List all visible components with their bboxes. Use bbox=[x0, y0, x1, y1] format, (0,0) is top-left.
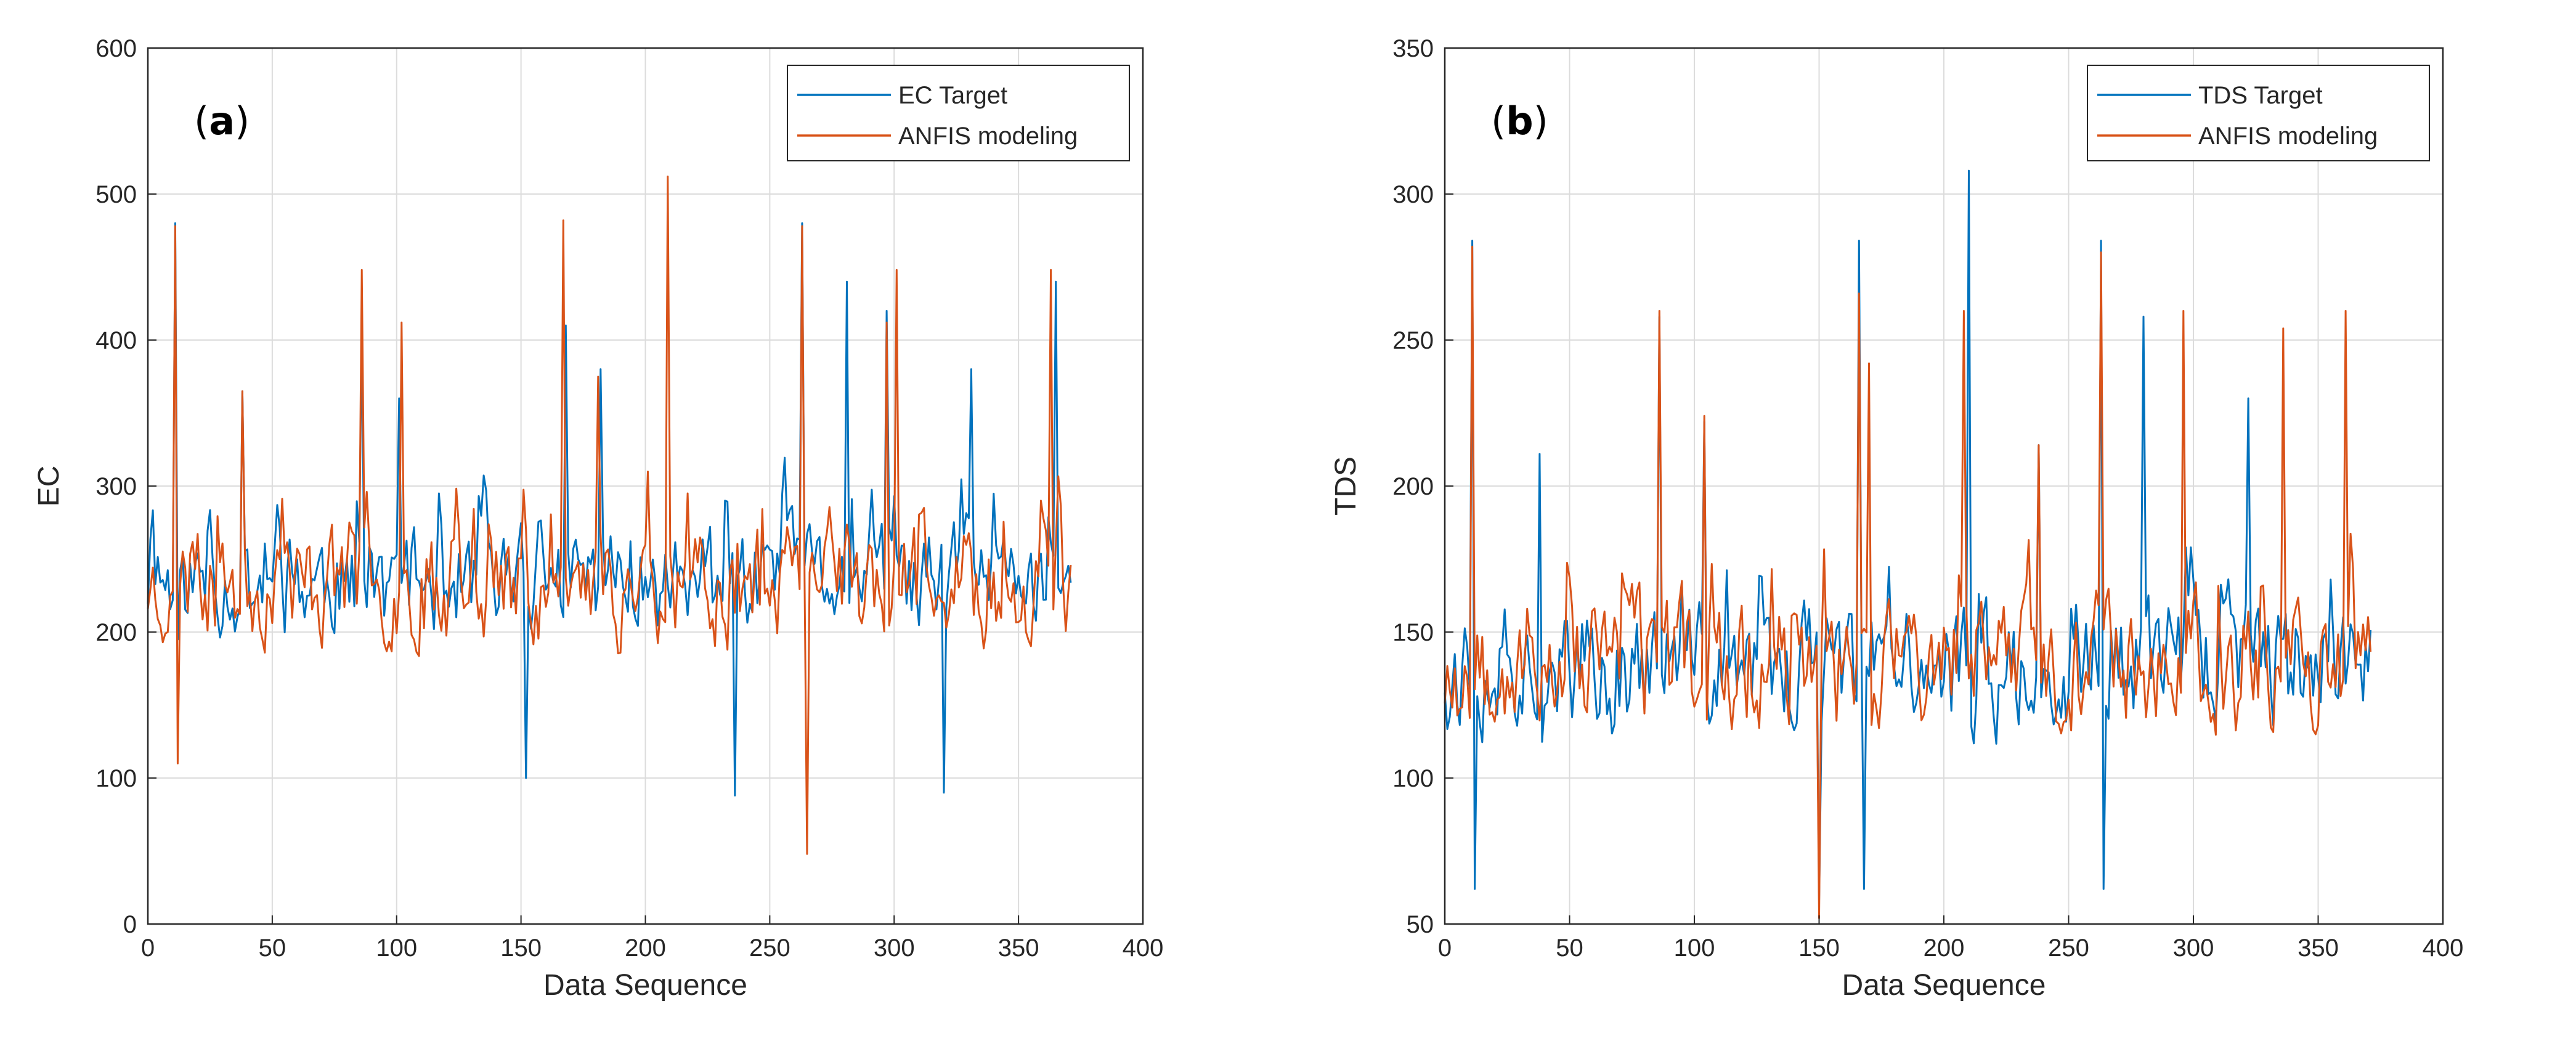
x-tick-label: 300 bbox=[2173, 934, 2214, 962]
x-tick-label: 200 bbox=[625, 934, 666, 962]
x-tick-label: 250 bbox=[749, 934, 790, 962]
x-tick-label: 50 bbox=[1556, 934, 1583, 962]
legend-box bbox=[2087, 65, 2430, 161]
y-tick-label: 100 bbox=[1392, 765, 1434, 792]
x-tick-label: 100 bbox=[376, 934, 417, 962]
x-axis-label: Data Sequence bbox=[543, 969, 747, 1002]
y-tick-label: 200 bbox=[95, 619, 137, 646]
x-tick-label: 0 bbox=[1438, 934, 1452, 962]
y-tick-label: 350 bbox=[1392, 35, 1434, 62]
chart-panel-a: 0 50 100 150 200 250 300 350 400 0 100 200 300 400 500… bbox=[33, 35, 1163, 1002]
x-tick-label: 300 bbox=[874, 934, 915, 962]
legend-label: ANFIS modeling bbox=[2198, 123, 2378, 150]
x-tick-label: 150 bbox=[500, 934, 542, 962]
x-tick-label: 0 bbox=[141, 934, 155, 962]
x-tick-label: 200 bbox=[1924, 934, 1965, 962]
x-tick-label: 350 bbox=[2298, 934, 2339, 962]
x-tick-label: 250 bbox=[2048, 934, 2089, 962]
legend-label: TDS Target bbox=[2198, 82, 2323, 109]
y-tick-label: 600 bbox=[95, 35, 137, 62]
panel-label: (b) bbox=[1491, 99, 1548, 144]
y-tick-label: 0 bbox=[123, 911, 137, 938]
y-axis-label: EC bbox=[33, 466, 65, 507]
x-tick-label: 400 bbox=[1123, 934, 1164, 962]
x-tick-label: 350 bbox=[998, 934, 1039, 962]
x-tick-label: 100 bbox=[1674, 934, 1715, 962]
panel-label: (a) bbox=[194, 99, 250, 144]
y-tick-label: 250 bbox=[1392, 327, 1434, 354]
series-line-anfis bbox=[147, 176, 1072, 855]
series-line-anfis bbox=[1444, 245, 2372, 919]
legend-box bbox=[787, 65, 1130, 161]
y-tick-label: 50 bbox=[1407, 911, 1434, 938]
y-tick-label: 150 bbox=[1392, 619, 1434, 646]
chart-panel-b: 0 50 100 150 200 250 300 350 4005010015020025030… bbox=[1330, 35, 2463, 1002]
y-tick-label: 400 bbox=[95, 327, 137, 354]
y-tick-label: 300 bbox=[95, 473, 137, 500]
y-tick-label: 200 bbox=[1392, 473, 1434, 500]
y-axis-label: TDS bbox=[1330, 456, 1362, 516]
x-axis-label: Data Sequence bbox=[1842, 969, 2046, 1002]
legend-label: EC Target bbox=[898, 82, 1007, 109]
y-tick-label: 500 bbox=[95, 181, 137, 208]
x-tick-label: 50 bbox=[259, 934, 286, 962]
legend: EC Target ANFIS modeling bbox=[787, 65, 1130, 161]
legend: TDS Target ANFIS modeling bbox=[2087, 65, 2430, 161]
legend-label: ANFIS modeling bbox=[898, 123, 1078, 150]
x-tick-label: 400 bbox=[2423, 934, 2464, 962]
y-tick-label: 300 bbox=[1392, 181, 1434, 208]
x-tick-label: 150 bbox=[1798, 934, 1840, 962]
y-tick-label: 100 bbox=[95, 765, 137, 792]
